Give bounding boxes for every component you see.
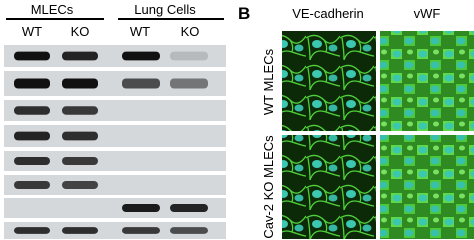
- blot-strip: [4, 45, 226, 67]
- lane-label: WT: [22, 24, 42, 39]
- group-label: MLECs: [31, 2, 74, 17]
- blot-band: [62, 78, 98, 89]
- blot-band: [14, 227, 50, 234]
- blot-band: [62, 181, 98, 189]
- blot-band: [62, 227, 98, 234]
- column-label: VE-cadherin: [292, 6, 364, 21]
- blot-band: [170, 204, 208, 212]
- micrograph: [380, 31, 474, 131]
- blot-band: [170, 227, 208, 234]
- blot-band: [122, 204, 160, 212]
- lane-label: WT: [130, 24, 150, 39]
- blot-band: [62, 106, 98, 115]
- blot-strip: [4, 100, 226, 121]
- blot-strips: [4, 45, 226, 239]
- blot-band: [14, 51, 50, 61]
- blot-band: [14, 78, 50, 89]
- blot-strip: [4, 198, 226, 218]
- panel-letter: B: [238, 4, 250, 23]
- row-label: Cav-2 KO MLECs: [261, 135, 276, 239]
- column-label: vWF: [414, 6, 441, 21]
- blot-band: [170, 51, 208, 61]
- blot-strip: [4, 125, 226, 147]
- blot-band: [122, 51, 160, 61]
- blot-band: [170, 78, 208, 89]
- blot-band: [14, 131, 50, 141]
- group-label: Lung Cells: [134, 2, 196, 17]
- blot-band: [62, 51, 98, 61]
- blot-band: [62, 157, 98, 165]
- lane-label: KO: [181, 24, 200, 39]
- blot-band: [122, 227, 160, 234]
- row-label: WT MLECs: [261, 48, 276, 115]
- blot-band: [14, 157, 50, 165]
- micrograph: [282, 135, 376, 239]
- blot-strip: [4, 151, 226, 171]
- lane-label: KO: [71, 24, 90, 39]
- blot-band: [14, 106, 50, 115]
- blot-band: [122, 78, 160, 89]
- blot-band: [62, 131, 98, 141]
- micrograph: [380, 135, 474, 239]
- blot-strip: [4, 222, 226, 239]
- micrograph: [282, 31, 376, 131]
- blot-band: [14, 181, 50, 189]
- blot-strip: [4, 175, 226, 195]
